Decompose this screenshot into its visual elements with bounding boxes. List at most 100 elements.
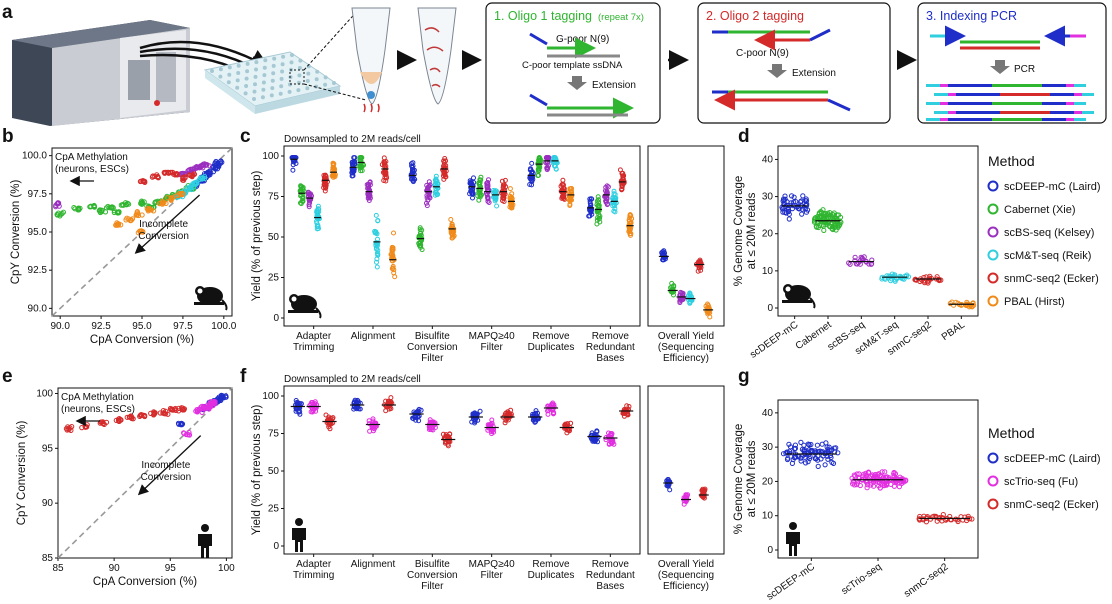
- scatter-point: [151, 410, 157, 416]
- coverage-point: [891, 469, 897, 476]
- category-label: Remove: [532, 331, 570, 342]
- scatter-point: [134, 209, 140, 215]
- coverage-point: [789, 193, 795, 199]
- coverage-point: [955, 518, 961, 525]
- scatter-point: [152, 173, 158, 179]
- yield-point: [383, 171, 389, 177]
- scatter-point: [168, 195, 175, 201]
- y-tick-label: 30: [762, 442, 774, 453]
- index-mark: [1066, 102, 1074, 105]
- overall-label: Efficiency): [663, 353, 709, 364]
- coverage-point: [812, 215, 818, 221]
- coverage-point: [791, 194, 797, 200]
- index-mark: [940, 84, 948, 87]
- yield-point: [316, 206, 322, 212]
- yield-point: [315, 203, 321, 209]
- coverage-point: [893, 476, 900, 482]
- overall-label: Efficiency): [663, 581, 709, 592]
- plate-well: [280, 62, 285, 67]
- scatter-point: [58, 211, 64, 217]
- coverage-point: [879, 276, 885, 282]
- scatter-point: [140, 229, 146, 235]
- yield-point: [388, 252, 394, 257]
- yield-point: [494, 203, 500, 209]
- yield-point: [326, 417, 332, 423]
- scatter-point: [110, 205, 116, 211]
- coverage-point: [864, 485, 870, 491]
- person-icon: [292, 518, 306, 552]
- yield-point: [472, 420, 478, 426]
- category-label: Conversion: [407, 342, 458, 353]
- overall-point: [667, 487, 673, 493]
- adapter-segment: [948, 118, 992, 121]
- yield-point: [331, 173, 337, 179]
- panel-label-g: g: [738, 366, 750, 387]
- scatter-point: [97, 209, 104, 216]
- coverage-point: [818, 456, 824, 462]
- legend-marker: [987, 475, 999, 487]
- plate-well: [245, 69, 250, 74]
- adapter-segment: [1042, 118, 1066, 121]
- yield-point: [417, 235, 423, 240]
- coverage-point: [968, 302, 974, 308]
- yield-point: [501, 190, 507, 196]
- yield-point: [477, 408, 483, 414]
- yield-point: [374, 231, 380, 237]
- yield-point: [374, 259, 379, 265]
- person-head: [789, 522, 797, 530]
- coverage-point: [833, 445, 839, 451]
- plate-well: [323, 75, 328, 80]
- plot-frame: [283, 385, 641, 555]
- insert-segment: [992, 84, 1042, 87]
- yield-point: [594, 202, 600, 208]
- annotation-incomplete: Incomplete: [139, 219, 188, 230]
- scatter-point: [200, 405, 206, 411]
- plate-well: [243, 91, 248, 96]
- scatter-point: [142, 413, 148, 420]
- yield-point: [367, 179, 373, 185]
- legend-item-label: PBAL (Hirst): [1004, 296, 1065, 308]
- coverage-point: [815, 463, 821, 469]
- annotation-methylation-cells: (neurons, ESCs): [61, 404, 135, 415]
- category-label: Conversion: [407, 570, 458, 581]
- pcr-tube-with-dna: [417, 7, 457, 105]
- yield-point: [375, 218, 381, 223]
- scatter-point: [55, 212, 61, 218]
- yield-point: [383, 178, 389, 184]
- y-tick-label: 25: [268, 504, 280, 515]
- overall-point: [666, 481, 672, 487]
- coverage-point: [835, 450, 841, 456]
- overall-point: [701, 491, 707, 497]
- yield-point: [307, 200, 313, 206]
- scatter-point: [134, 212, 140, 218]
- legend-human: Method scDEEP-mC (Laird) scTrio-seq (Fu) sn…: [987, 425, 1101, 511]
- scatter-point: [68, 427, 74, 433]
- yield-point: [449, 229, 455, 235]
- annotation-conversion: Conversion: [138, 231, 189, 242]
- coverage-point: [965, 302, 971, 308]
- y-tick-label: 75: [268, 192, 280, 203]
- coverage-point: [806, 442, 812, 448]
- coverage-point: [793, 199, 799, 205]
- yield-point: [291, 158, 297, 164]
- yield-point: [375, 236, 380, 242]
- yield-point: [300, 194, 306, 200]
- yield-point: [507, 411, 512, 417]
- yield-point: [299, 198, 305, 204]
- scatter-point: [163, 408, 169, 414]
- plate-well: [305, 86, 310, 91]
- yield-point: [536, 158, 542, 164]
- x-tick-label: 90.0: [50, 321, 70, 332]
- legend-item-label: scTrio-seq (Fu): [1004, 476, 1078, 488]
- y-tick-label: 10: [762, 266, 774, 277]
- yield-point: [316, 214, 321, 220]
- yield-point: [489, 421, 495, 427]
- scatter-point: [116, 209, 122, 215]
- yield-point: [290, 167, 296, 173]
- plate-well: [323, 82, 328, 87]
- yield-point: [414, 410, 420, 416]
- category-label: PBAL: [940, 319, 968, 343]
- plate-well: [253, 82, 257, 87]
- y-axis-label: Yield (% of previous step): [251, 171, 263, 302]
- coverage-point: [798, 458, 804, 464]
